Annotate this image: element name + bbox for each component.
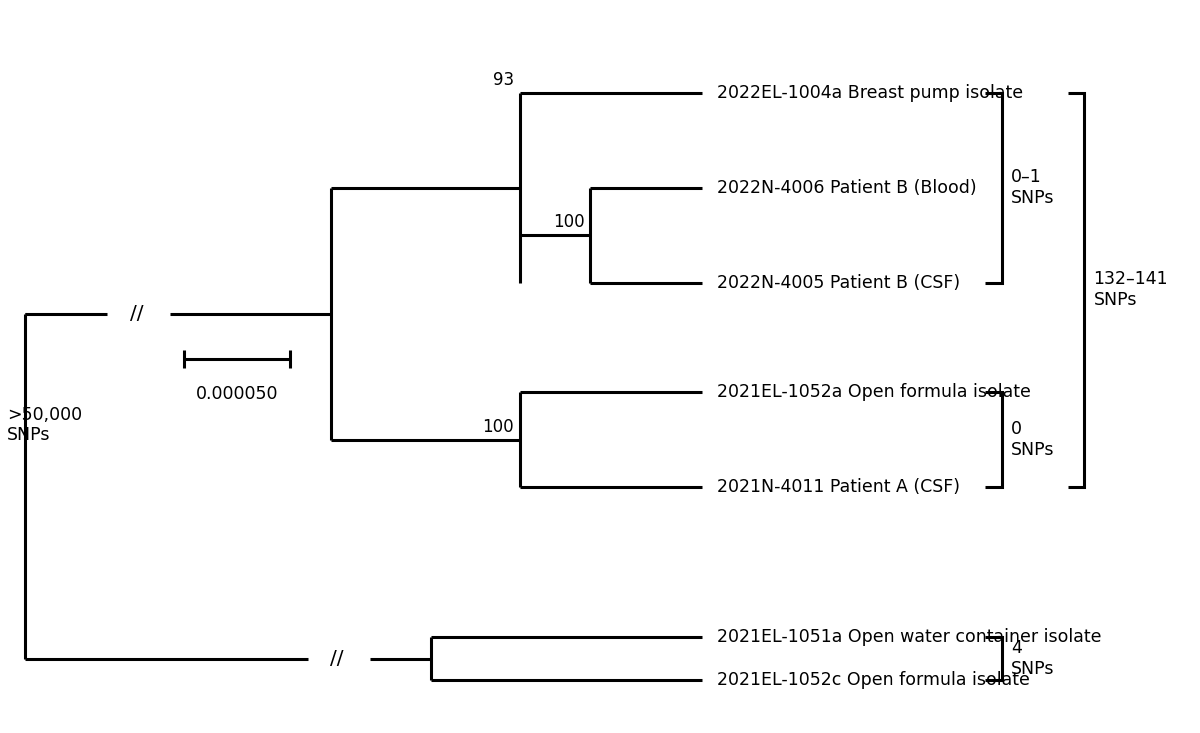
Text: //: // — [330, 649, 344, 668]
Text: 93: 93 — [493, 71, 514, 89]
Text: >50,000
SNPs: >50,000 SNPs — [7, 405, 83, 444]
Text: 2022N-4006 Patient B (Blood): 2022N-4006 Patient B (Blood) — [716, 179, 976, 196]
Text: 0–1
SNPs: 0–1 SNPs — [1012, 168, 1055, 207]
Text: 2021N-4011 Patient A (CSF): 2021N-4011 Patient A (CSF) — [716, 478, 960, 496]
Text: 2021EL-1052c Open formula isolate: 2021EL-1052c Open formula isolate — [716, 671, 1030, 690]
Text: 100: 100 — [553, 213, 584, 232]
Text: 2022N-4005 Patient B (CSF): 2022N-4005 Patient B (CSF) — [716, 273, 960, 292]
Text: 4
SNPs: 4 SNPs — [1012, 639, 1055, 678]
Text: 2021EL-1052a Open formula isolate: 2021EL-1052a Open formula isolate — [716, 383, 1031, 401]
Text: 0
SNPs: 0 SNPs — [1012, 420, 1055, 459]
Text: //: // — [130, 304, 144, 323]
Text: 2022EL-1004a Breast pump isolate: 2022EL-1004a Breast pump isolate — [716, 84, 1022, 102]
Text: 0.000050: 0.000050 — [196, 385, 278, 402]
Text: 2021EL-1051a Open water container isolate: 2021EL-1051a Open water container isolat… — [716, 627, 1102, 646]
Text: 100: 100 — [482, 418, 514, 436]
Text: 132–141
SNPs: 132–141 SNPs — [1093, 270, 1169, 309]
